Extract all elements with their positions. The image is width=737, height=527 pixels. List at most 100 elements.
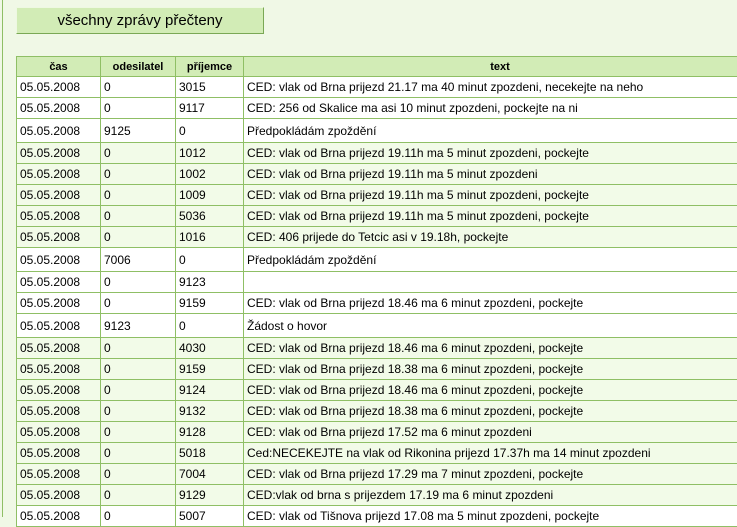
cell-recipient: 9132 <box>176 401 244 422</box>
cell-sender: 0 <box>101 422 176 443</box>
cell-sender: 0 <box>101 143 176 164</box>
cell-sender: 0 <box>101 380 176 401</box>
cell-text: CED: 406 prijede do Tetcic asi v 19.18h,… <box>244 227 737 248</box>
cell-recipient: 5007 <box>176 506 244 527</box>
cell-recipient: 5018 <box>176 443 244 464</box>
cell-sender: 0 <box>101 359 176 380</box>
cell-recipient: 1009 <box>176 185 244 206</box>
cell-time: 05.05.2008 <box>17 143 101 164</box>
cell-recipient: 5036 <box>176 206 244 227</box>
mark-all-read-button[interactable]: všechny zprávy přečteny <box>16 7 264 34</box>
cell-time: 05.05.2008 <box>17 380 101 401</box>
cell-text: CED: vlak od Brna prijezd 18.38 ma 6 min… <box>244 401 737 422</box>
cell-text: CED: vlak od Brna prijezd 21.17 ma 40 mi… <box>244 77 737 98</box>
cell-recipient: 0 <box>176 314 244 338</box>
cell-recipient: 1016 <box>176 227 244 248</box>
cell-time: 05.05.2008 <box>17 77 101 98</box>
cell-text: CED: vlak od Brna prijezd 19.11h ma 5 mi… <box>244 185 737 206</box>
cell-recipient: 9129 <box>176 485 244 506</box>
cell-sender: 0 <box>101 506 176 527</box>
cell-time: 05.05.2008 <box>17 443 101 464</box>
column-header-sender: odesilatel <box>101 57 176 77</box>
cell-sender: 9125 <box>101 119 176 143</box>
cell-sender: 0 <box>101 227 176 248</box>
cell-sender: 0 <box>101 206 176 227</box>
cell-time: 05.05.2008 <box>17 119 101 143</box>
cell-text: CED: vlak od Brna prijezd 19.11h ma 5 mi… <box>244 143 737 164</box>
cell-sender: 0 <box>101 464 176 485</box>
cell-text: CED: vlak od Brna prijezd 18.46 ma 6 min… <box>244 380 737 401</box>
cell-time: 05.05.2008 <box>17 506 101 527</box>
left-border-line <box>2 0 3 517</box>
cell-sender: 0 <box>101 77 176 98</box>
cell-text: Ced:NECEKEJTE na vlak od Rikonina prijez… <box>244 443 737 464</box>
cell-text: CED: vlak od Brna prijezd 19.11h ma 5 mi… <box>244 206 737 227</box>
cell-time: 05.05.2008 <box>17 185 101 206</box>
cell-recipient: 7004 <box>176 464 244 485</box>
cell-time: 05.05.2008 <box>17 359 101 380</box>
cell-sender: 0 <box>101 164 176 185</box>
column-header-recipient: příjemce <box>176 57 244 77</box>
cell-time: 05.05.2008 <box>17 401 101 422</box>
cell-sender: 9123 <box>101 314 176 338</box>
cell-sender: 0 <box>101 338 176 359</box>
cell-text: CED: vlak od Brna prijezd 19.11h ma 5 mi… <box>244 164 737 185</box>
table-header-row: čas odesilatel příjemce text <box>17 57 737 77</box>
cell-time: 05.05.2008 <box>17 248 101 272</box>
cell-recipient: 9117 <box>176 98 244 119</box>
cell-text: CED: vlak od Brna prijezd 17.52 ma 6 min… <box>244 422 737 443</box>
cell-recipient: 9128 <box>176 422 244 443</box>
cell-time: 05.05.2008 <box>17 293 101 314</box>
cell-text: CED:vlak od brna s prijezdem 17.19 ma 6 … <box>244 485 737 506</box>
cell-recipient: 9159 <box>176 359 244 380</box>
cell-recipient: 9123 <box>176 272 244 293</box>
cell-sender: 0 <box>101 443 176 464</box>
cell-time: 05.05.2008 <box>17 206 101 227</box>
cell-time: 05.05.2008 <box>17 98 101 119</box>
cell-text: Předpokládám zpoždění <box>244 119 737 143</box>
cell-text: Předpokládám zpoždění <box>244 248 737 272</box>
cell-time: 05.05.2008 <box>17 485 101 506</box>
cell-time: 05.05.2008 <box>17 227 101 248</box>
cell-text: Žádost o hovor <box>244 314 737 338</box>
cell-text: CED: vlak od Brna prijezd 18.46 ma 6 min… <box>244 338 737 359</box>
cell-text: CED: vlak od Brna prijezd 17.29 ma 7 min… <box>244 464 737 485</box>
cell-recipient: 1002 <box>176 164 244 185</box>
cell-time: 05.05.2008 <box>17 422 101 443</box>
cell-sender: 0 <box>101 293 176 314</box>
cell-time: 05.05.2008 <box>17 464 101 485</box>
cell-recipient: 9124 <box>176 380 244 401</box>
cell-text: CED: vlak od Brna prijezd 18.46 ma 6 min… <box>244 293 737 314</box>
cell-recipient: 1012 <box>176 143 244 164</box>
cell-sender: 7006 <box>101 248 176 272</box>
cell-recipient: 0 <box>176 248 244 272</box>
cell-sender: 0 <box>101 485 176 506</box>
cell-time: 05.05.2008 <box>17 314 101 338</box>
cell-sender: 0 <box>101 98 176 119</box>
cell-sender: 0 <box>101 272 176 293</box>
cell-time: 05.05.2008 <box>17 338 101 359</box>
cell-recipient: 3015 <box>176 77 244 98</box>
cell-text <box>244 272 737 293</box>
cell-sender: 0 <box>101 401 176 422</box>
